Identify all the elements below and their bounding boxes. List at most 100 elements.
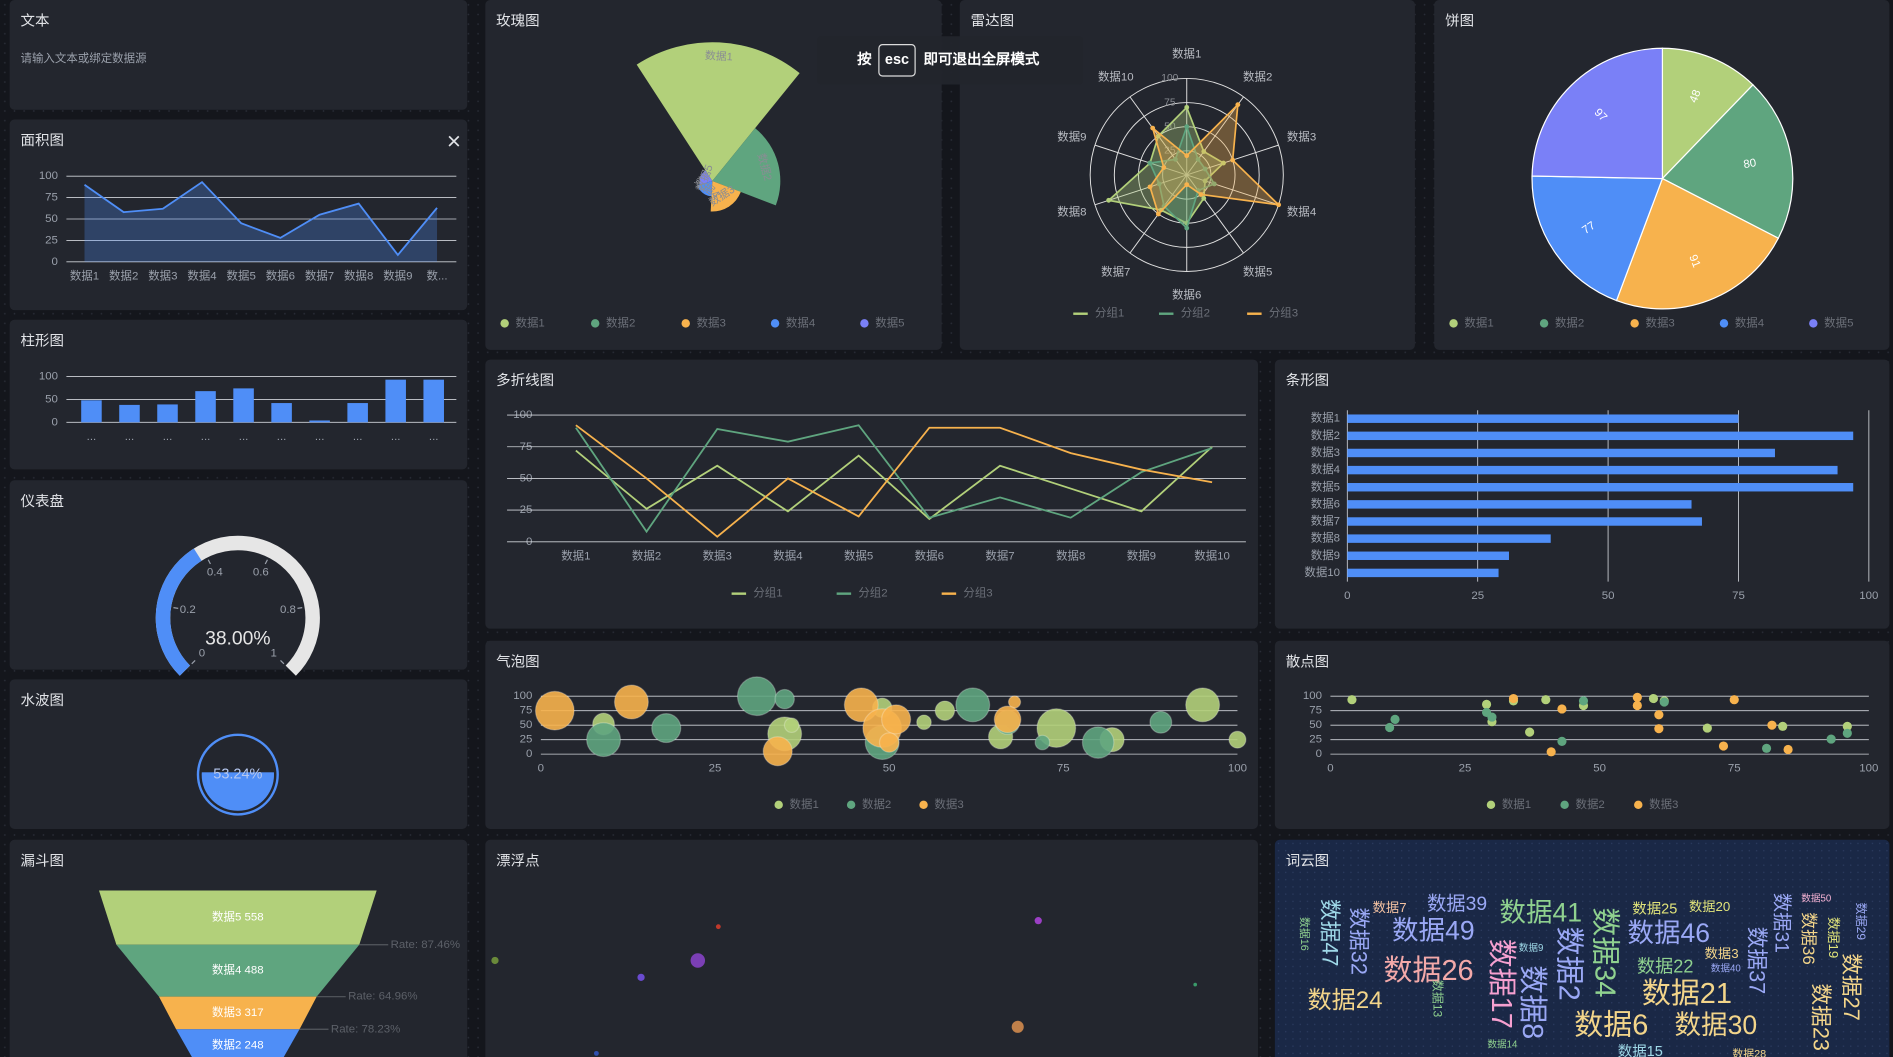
pie-label: 48 bbox=[1688, 88, 1704, 104]
gauge-value-label: 38.00% bbox=[205, 629, 270, 650]
panel bbox=[485, 839, 1258, 1057]
x-tick-label: ... bbox=[315, 431, 325, 443]
radar-point bbox=[1235, 102, 1241, 108]
legend-label: 数据5 bbox=[875, 315, 904, 329]
gauge-tick-label: 0.4 bbox=[207, 567, 224, 579]
legend-label: 分组1 bbox=[1095, 306, 1124, 320]
word: 数据2 bbox=[1552, 927, 1584, 1001]
panel-title: 词云图 bbox=[1286, 852, 1329, 869]
floating-dot bbox=[593, 1050, 599, 1056]
scatter-point bbox=[1783, 744, 1793, 755]
x-tick-label: ... bbox=[391, 431, 401, 443]
gauge-tick-label: 0.2 bbox=[180, 604, 196, 616]
scatter-point bbox=[1702, 723, 1712, 733]
radar-point bbox=[1184, 104, 1190, 110]
legend-marker bbox=[1809, 319, 1818, 328]
funnel-category: 数据5 bbox=[212, 910, 241, 924]
funnel-value: 248 bbox=[245, 1040, 264, 1052]
funnel-value: 488 bbox=[245, 965, 264, 977]
bubble bbox=[613, 684, 649, 720]
scatter-point bbox=[1481, 699, 1492, 709]
panel-title: 气泡图 bbox=[496, 653, 539, 670]
panel-title: 雷达图 bbox=[971, 13, 1014, 30]
scatter-point bbox=[1347, 695, 1357, 705]
x-tick-label: 数据8 bbox=[1056, 548, 1085, 562]
floating-dot bbox=[637, 973, 645, 981]
legend-label: 数据4 bbox=[786, 315, 816, 329]
word: 数据19 bbox=[1826, 917, 1841, 958]
bar bbox=[1347, 431, 1854, 441]
gauge-tick bbox=[191, 660, 196, 665]
legend-marker bbox=[846, 800, 856, 810]
x-tick-label: 数... bbox=[427, 268, 448, 282]
gauge-tick bbox=[264, 559, 268, 565]
radar-point bbox=[1184, 153, 1190, 159]
radar-tick-label: 25 bbox=[1164, 146, 1176, 157]
legend-marker bbox=[1486, 800, 1496, 810]
rose-segment bbox=[699, 170, 713, 185]
line bbox=[575, 424, 1213, 538]
funnel-value: 317 bbox=[245, 1007, 264, 1019]
close-icon[interactable] bbox=[448, 135, 460, 147]
y-tick-label: 数据10 bbox=[1304, 565, 1340, 579]
radar-axis-label: 数据7 bbox=[1101, 265, 1130, 279]
panel-title: 饼图 bbox=[1445, 13, 1474, 30]
scatter-point bbox=[1508, 693, 1519, 704]
y-tick-label: 25 bbox=[45, 234, 58, 246]
x-tick-label: 数据7 bbox=[985, 548, 1014, 562]
scatter-point bbox=[1557, 736, 1567, 746]
radar-tick-label: 75 bbox=[1164, 97, 1176, 108]
x-tick-label: 50 bbox=[1602, 590, 1615, 602]
pie-slice bbox=[1661, 47, 1754, 181]
bubble bbox=[916, 714, 932, 731]
legend-label: 分组2 bbox=[858, 586, 887, 600]
bubble bbox=[586, 722, 622, 758]
y-tick-label: 0 bbox=[52, 416, 58, 428]
x-tick-label: 100 bbox=[1228, 763, 1247, 775]
legend-label: 数据1 bbox=[1502, 797, 1531, 811]
panel bbox=[9, 119, 468, 311]
legend-label: 数据1 bbox=[516, 315, 545, 329]
y-tick-label: 75 bbox=[45, 192, 58, 204]
gauge-tick-label: 0.8 bbox=[280, 604, 296, 616]
word: 数据26 bbox=[1384, 955, 1474, 987]
radar-point bbox=[1201, 195, 1207, 201]
bar bbox=[1347, 500, 1692, 509]
scatter-point bbox=[1546, 747, 1556, 757]
x-tick-label: 数据9 bbox=[383, 268, 412, 282]
word: 数据22 bbox=[1637, 956, 1693, 976]
word: 数据29 bbox=[1854, 903, 1869, 941]
x-tick-label: ... bbox=[87, 431, 97, 443]
notice-box bbox=[817, 36, 1083, 85]
scatter-point bbox=[1654, 724, 1664, 734]
legend-label: 分组1 bbox=[753, 586, 782, 600]
scatter-point bbox=[1541, 695, 1551, 705]
funnel-segment bbox=[116, 944, 360, 997]
line bbox=[575, 446, 1213, 521]
scatter-point bbox=[1826, 734, 1836, 744]
y-tick-label: 50 bbox=[1309, 719, 1322, 731]
funnel-category: 数据4 bbox=[212, 963, 242, 977]
y-tick-label: 数据1 bbox=[1311, 411, 1340, 425]
radar-point bbox=[1202, 166, 1208, 172]
x-tick-label: 数据4 bbox=[773, 548, 803, 562]
y-tick-label: 数据6 bbox=[1311, 496, 1340, 510]
bubble bbox=[1228, 730, 1247, 749]
radar-point bbox=[1184, 182, 1190, 188]
key-box bbox=[878, 44, 916, 77]
word: 数据16 bbox=[1298, 917, 1312, 951]
fullscreen-notice: 按 esc 即可退出全屏模式 bbox=[817, 36, 1083, 85]
x-tick-label: 25 bbox=[709, 763, 722, 775]
panel-title: 漂浮点 bbox=[496, 852, 539, 869]
word: 数据6 bbox=[1574, 1009, 1648, 1041]
rate-label: Rate: 64.96% bbox=[348, 991, 417, 1003]
panel-title: 文本 bbox=[21, 13, 50, 30]
bar bbox=[195, 391, 216, 423]
radar-tick-label: 100 bbox=[1161, 73, 1178, 84]
bubble bbox=[762, 736, 793, 767]
radar-point bbox=[1161, 165, 1167, 170]
bubble bbox=[1185, 687, 1221, 723]
bar bbox=[347, 403, 368, 423]
bar bbox=[1347, 568, 1499, 578]
x-tick-label: 数据6 bbox=[915, 548, 944, 562]
